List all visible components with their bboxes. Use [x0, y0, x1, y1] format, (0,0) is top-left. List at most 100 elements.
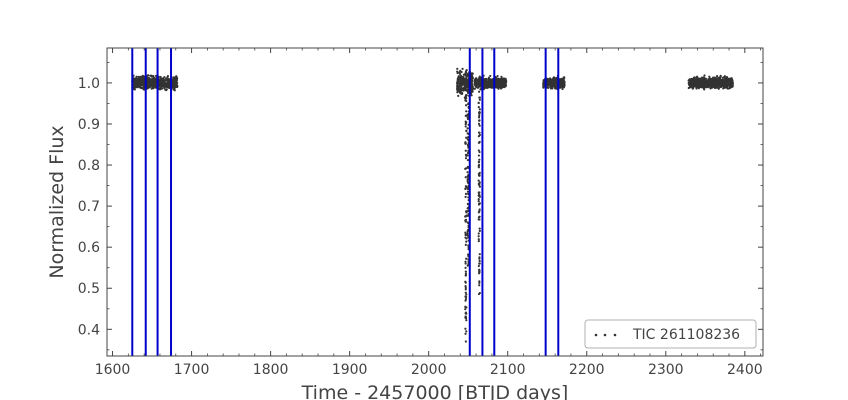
data-point — [457, 86, 460, 89]
data-point — [173, 82, 177, 85]
data-point — [466, 116, 469, 119]
data-point — [703, 84, 707, 87]
data-point — [496, 74, 499, 78]
x-axis: 1600 1700 1800 1900 2000 2100 2200 2300 2400 — [95, 48, 763, 378]
data-point — [477, 194, 480, 197]
data-point — [464, 285, 467, 288]
x-tick-label: 2100 — [490, 362, 526, 378]
y-axis: 0.4 0.5 0.6 0.7 0.8 0.9 1.0 — [78, 61, 763, 351]
data-point — [146, 74, 150, 77]
data-point — [466, 91, 470, 95]
x-tick-label: 2400 — [727, 362, 763, 378]
data-point — [703, 74, 706, 77]
data-point — [711, 81, 714, 84]
data-point — [708, 82, 711, 85]
data-point — [465, 129, 468, 132]
data-point — [164, 88, 167, 91]
data-point — [475, 79, 478, 82]
data-point — [477, 154, 480, 157]
data-point — [561, 87, 564, 91]
x-tick-label: 1800 — [253, 362, 289, 378]
data-point — [489, 74, 492, 78]
legend: TIC 261108236 — [584, 319, 757, 349]
data-point — [478, 114, 481, 118]
data-point — [695, 80, 698, 83]
data-point — [478, 183, 481, 187]
data-point — [721, 78, 724, 81]
data-point — [478, 202, 481, 205]
data-point — [471, 85, 474, 88]
data-point — [464, 291, 467, 294]
data-point — [464, 192, 468, 195]
data-point — [547, 81, 550, 85]
legend-marker-dot — [613, 333, 617, 337]
data-point — [465, 330, 468, 333]
data-point — [477, 235, 480, 238]
data-point — [478, 253, 481, 256]
data-point — [542, 79, 546, 83]
data-point — [465, 186, 468, 189]
data-point — [552, 77, 555, 80]
data-point — [457, 75, 461, 78]
data-point — [464, 340, 467, 343]
data-point — [464, 157, 468, 160]
data-point — [459, 80, 463, 83]
data-point — [464, 114, 467, 117]
data-point — [486, 80, 489, 83]
data-point — [477, 163, 481, 167]
data-point — [501, 85, 504, 88]
data-point — [478, 182, 481, 185]
data-point — [464, 215, 467, 218]
data-point — [136, 77, 139, 81]
data-point — [456, 82, 459, 86]
data-point — [153, 76, 156, 79]
data-point — [725, 76, 729, 79]
data-point — [464, 286, 467, 289]
data-point — [462, 89, 465, 92]
data-point — [478, 256, 481, 259]
data-point — [464, 260, 467, 263]
data-point — [478, 108, 481, 111]
data-point — [477, 101, 480, 105]
data-point — [172, 76, 175, 79]
data-point — [172, 78, 175, 81]
data-point — [477, 238, 480, 241]
y-tick-label: 0.6 — [78, 240, 100, 256]
data-point — [501, 82, 504, 85]
data-point — [478, 185, 481, 188]
data-point — [464, 274, 467, 277]
data-point — [133, 88, 136, 91]
data-point — [689, 86, 692, 89]
data-point — [470, 80, 473, 84]
y-axis-label: Normalized Flux — [46, 125, 68, 278]
data-point — [708, 78, 711, 82]
data-point — [477, 239, 480, 243]
data-point — [504, 81, 507, 84]
data-point — [731, 81, 734, 84]
data-point — [457, 94, 460, 97]
data-point — [731, 85, 734, 88]
data-point — [473, 87, 476, 90]
data-point — [504, 79, 508, 82]
data-point — [720, 80, 724, 83]
data-point — [478, 281, 481, 284]
data-point — [477, 149, 480, 152]
data-point — [465, 136, 468, 139]
data-point — [464, 297, 468, 301]
data-point — [467, 103, 470, 106]
data-point — [465, 240, 468, 243]
data-point — [710, 86, 714, 89]
data-point — [464, 95, 468, 98]
data-point — [460, 70, 463, 74]
data-point — [478, 280, 481, 283]
data-point — [478, 210, 481, 213]
data-point — [165, 77, 168, 80]
y-tick-label: 0.8 — [78, 158, 100, 174]
data-point — [553, 82, 556, 85]
data-point — [477, 232, 480, 235]
data-point — [165, 85, 168, 88]
data-point — [467, 185, 470, 189]
data-point — [166, 75, 169, 78]
data-point — [162, 85, 165, 88]
data-point — [715, 75, 719, 78]
